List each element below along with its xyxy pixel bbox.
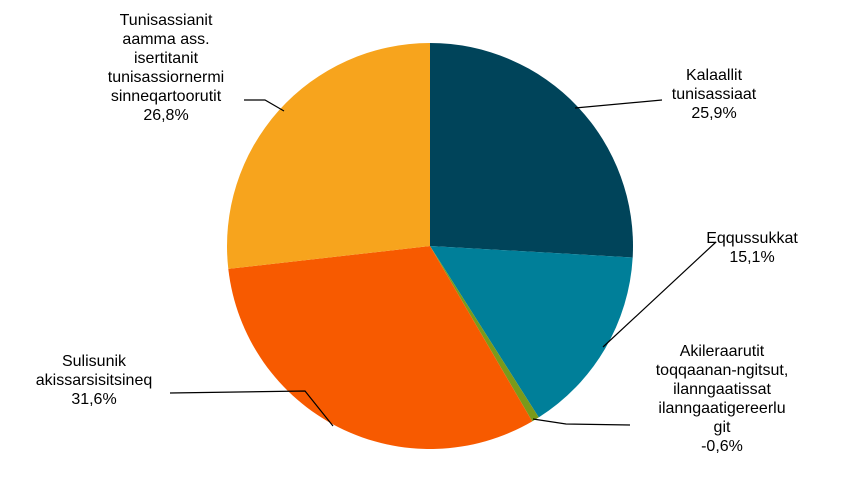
slice-name-line: tunisassiornermi <box>108 69 224 86</box>
slice-label: Kalaallit tunisassiaat 25,9% <box>672 67 757 122</box>
pie-slices <box>227 43 634 450</box>
slice-name-line: akissarsisitsineq <box>36 372 152 389</box>
slice-name-line: Kalaallit <box>686 67 743 84</box>
slice-name-line: Sulisunik <box>62 353 127 370</box>
leader-line <box>602 241 717 348</box>
slice-name-line: Tunisassianit <box>120 12 213 29</box>
slice-name-line: isertitanit <box>134 50 199 67</box>
slice-name-line: Akileraarutit <box>680 343 765 360</box>
pie-slice <box>228 246 533 450</box>
leader-line <box>244 99 285 112</box>
pie-slice <box>430 246 633 418</box>
slice-value-label: 25,9% <box>691 105 736 122</box>
slice-name-line: toqqaanan-ngitsut, <box>656 362 789 379</box>
slice-name-line: ilanngaatigereerlu <box>658 400 785 417</box>
slice-name-line: Eqqussukkat <box>706 230 798 247</box>
slice-name-line: ilanngaatissat <box>673 381 771 398</box>
slice-value-label: 15,1% <box>729 249 774 266</box>
slice-name-line: aamma ass. <box>122 31 209 48</box>
slice-label: Eqqussukkat 15,1% <box>706 230 798 266</box>
slice-value-label: -0,6% <box>701 438 743 455</box>
leader-line <box>574 99 663 109</box>
slice-value-label: 31,6% <box>71 391 116 408</box>
slice-name-line: tunisassiaat <box>672 86 757 103</box>
pie-slice <box>227 43 430 269</box>
slice-name-line: git <box>714 419 731 436</box>
slice-label: Sulisunik akissarsisitsineq 31,6% <box>36 353 152 408</box>
leader-lines <box>169 99 717 427</box>
leader-line <box>169 390 334 427</box>
slice-label: Tunisassianit aamma ass. isertitanit tunisa… <box>108 12 224 124</box>
slice-name-line: sinneqartoorutit <box>111 88 222 105</box>
leader-line <box>532 418 631 426</box>
pie-slice <box>430 43 634 258</box>
slice-label: Akileraarutit toqqaanan-ngitsut, ilanngaat… <box>656 343 789 455</box>
pie-slice <box>430 246 539 422</box>
slice-labels: Kalaallit tunisassiaat 25,9% Eqqussukkat 15,… <box>36 12 799 455</box>
slice-value-label: 26,8% <box>143 107 188 124</box>
